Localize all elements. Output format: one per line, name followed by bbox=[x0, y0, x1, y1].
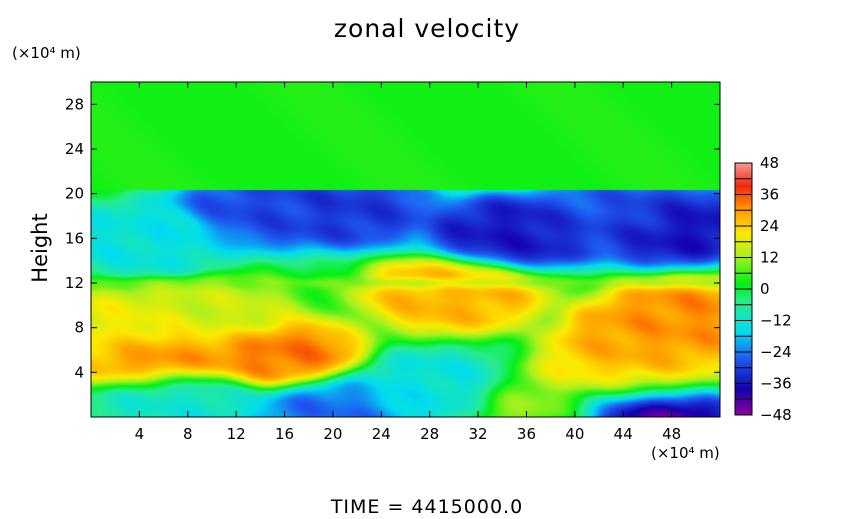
x-tick-label: 8 bbox=[183, 425, 193, 443]
y-tick-label: 16 bbox=[65, 229, 84, 247]
colorbar-tick-label: −12 bbox=[760, 312, 792, 330]
colorbar-tick-label: 48 bbox=[760, 154, 779, 172]
x-tick-label: 36 bbox=[517, 425, 536, 443]
y-tick-label: 20 bbox=[65, 185, 84, 203]
y-tick-label: 8 bbox=[74, 319, 84, 337]
x-tick-label: 28 bbox=[420, 425, 439, 443]
x-tick-label: 16 bbox=[275, 425, 294, 443]
y-tick-label: 4 bbox=[74, 363, 84, 381]
y-tick-label: 28 bbox=[65, 95, 84, 113]
colorbar-tick-label: −48 bbox=[760, 406, 792, 424]
colorbar-tick-label: −36 bbox=[760, 375, 792, 393]
chart-title: zonal velocity bbox=[333, 14, 521, 43]
y-axis-unit: (×10⁴ m) bbox=[12, 44, 81, 62]
colorbar-tick-label: 0 bbox=[760, 280, 770, 298]
x-tick-label: 40 bbox=[565, 425, 584, 443]
colorbar-tick-label: 24 bbox=[760, 217, 779, 235]
x-tick-label: 48 bbox=[662, 425, 681, 443]
x-tick-label: 20 bbox=[323, 425, 342, 443]
time-footer: TIME = 4415000.0 bbox=[330, 496, 524, 518]
colorbar-tick-label: −24 bbox=[760, 343, 792, 361]
y-tick-label: 12 bbox=[65, 274, 84, 292]
velocity-heatmap bbox=[91, 82, 720, 417]
x-axis-unit: (×10⁴ m) bbox=[651, 444, 720, 462]
x-tick-label: 24 bbox=[372, 425, 391, 443]
x-tick-label: 4 bbox=[135, 425, 145, 443]
colorbar-tick-label: 12 bbox=[760, 249, 779, 267]
plot-frame bbox=[90, 81, 721, 418]
x-tick-label: 12 bbox=[227, 425, 246, 443]
colorbar-tick-label: 36 bbox=[760, 186, 779, 204]
colorbar-frame bbox=[734, 162, 753, 416]
x-tick-label: 44 bbox=[614, 425, 633, 443]
x-tick-label: 32 bbox=[469, 425, 488, 443]
y-tick-label: 24 bbox=[65, 140, 84, 158]
